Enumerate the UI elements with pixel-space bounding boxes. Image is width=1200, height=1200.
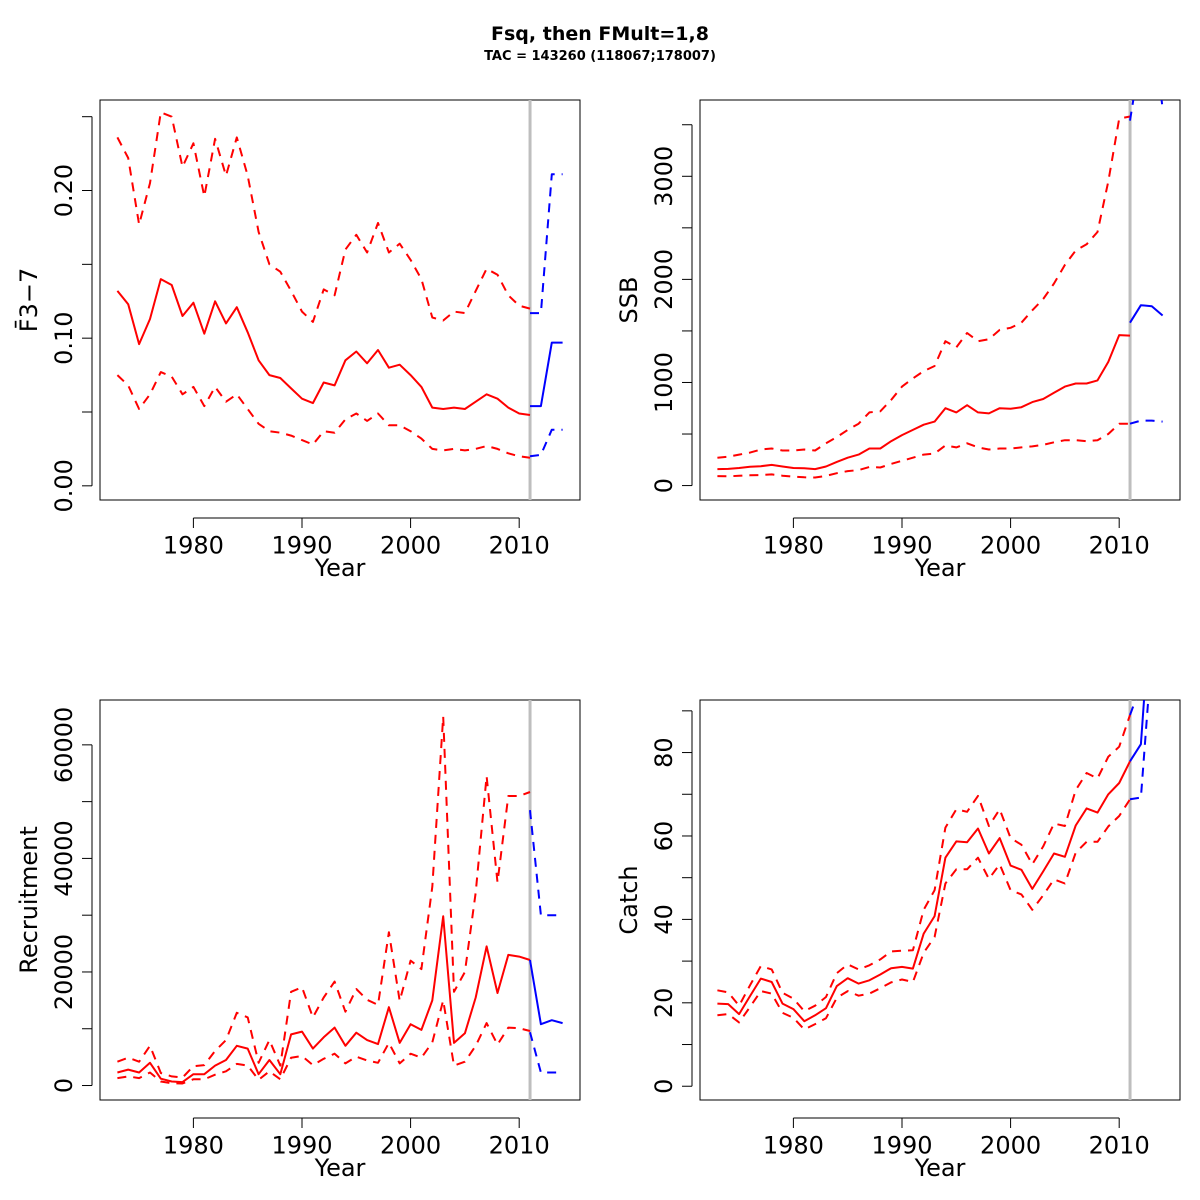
catch-panel: 1980 1990 2000 2010 0 20 40 60 80 Year Catch xyxy=(615,699,1181,1182)
catch-y-tick-label: 40 xyxy=(650,904,678,935)
catch-x-tick-label: 1980 xyxy=(763,1132,824,1160)
catch-x-tick-label: 2000 xyxy=(980,1132,1041,1160)
recruitment-y-tick-label: 40000 xyxy=(50,820,78,896)
f-bar-assessment-median-line xyxy=(116,278,531,416)
catch-x-tick-label: 1990 xyxy=(871,1132,932,1160)
ssb-y-axis-label: SSB xyxy=(615,277,643,324)
ssb-y-tick-label: 2000 xyxy=(650,249,678,310)
ssb-assessment-median-line xyxy=(717,334,1131,471)
f-bar-x-tick-label: 2000 xyxy=(380,532,441,560)
catch-projection-lower-line xyxy=(1129,700,1150,801)
catch-y-tick-label: 0 xyxy=(650,1079,678,1094)
f-bar-projection-upper-line xyxy=(530,173,563,315)
ssb-plot-frame xyxy=(699,99,1181,501)
f-bar-y-tick-label: 0.00 xyxy=(50,459,78,512)
recruitment-x-tick-label: 1980 xyxy=(163,1132,224,1160)
ssb-x-tick-label: 1990 xyxy=(871,532,932,560)
f-bar-x-tick-label: 2010 xyxy=(489,532,550,560)
catch-assessment-lower-line xyxy=(717,798,1131,1031)
recruitment-x-axis-label: Year xyxy=(314,1154,366,1182)
catch-x-axis-label: Year xyxy=(914,1154,966,1182)
recruitment-panel: 1980 1990 2000 2010 0 20000 40000 60000 Year Recr… xyxy=(15,699,581,1182)
f-bar-y-axis-label: F̄3−7 xyxy=(14,268,43,332)
recruitment-projection-upper-line xyxy=(529,809,563,917)
recruitment-y-tick-label: 0 xyxy=(50,1078,78,1093)
f-bar-plot-frame xyxy=(99,99,581,501)
f-bar-x-tick-label: 1980 xyxy=(163,532,224,560)
f-bar-projection-median-line xyxy=(530,341,563,408)
f-bar-projection-lower-line xyxy=(529,428,563,458)
ssb-x-axis-label: Year xyxy=(914,554,966,582)
ssb-y-tick-label: 0 xyxy=(650,478,678,493)
ssb-panel: 1980 1990 2000 2010 0 1000 2000 3000 Year SSB xyxy=(615,99,1181,582)
recruitment-x-tick-label: 2000 xyxy=(380,1132,441,1160)
figure-title: Fsq, then FMult=1,8 xyxy=(491,23,709,45)
catch-plot-frame xyxy=(699,699,1181,1101)
ssb-assessment-lower-line xyxy=(717,422,1130,479)
ssb-projection-upper-line xyxy=(1129,100,1164,121)
catch-y-tick-label: 20 xyxy=(650,988,678,1019)
catch-projection-median-line xyxy=(1129,700,1146,762)
recruitment-y-axis-label: Recruitment xyxy=(15,826,43,973)
catch-assessment-median-line xyxy=(717,760,1131,1023)
recruitment-assessment-lower-line xyxy=(117,999,531,1085)
figure-subtitle: TAC = 143260 (118067;178007) xyxy=(484,49,716,64)
f-bar-assessment-lower-line xyxy=(116,371,531,459)
ssb-assessment-upper-line xyxy=(717,115,1131,459)
ssb-projection-lower-line xyxy=(1129,419,1163,425)
f-bar-x-tick-label: 1990 xyxy=(271,532,332,560)
catch-y-tick-label: 80 xyxy=(650,737,678,768)
f-bar-assessment-upper-line xyxy=(116,111,531,323)
recruitment-assessment-upper-line xyxy=(117,715,531,1079)
ssb-x-tick-label: 2010 xyxy=(1089,532,1150,560)
recruitment-x-tick-label: 2010 xyxy=(489,1132,550,1160)
recruitment-projection-median-line xyxy=(529,959,563,1026)
recruitment-y-tick-label: 20000 xyxy=(50,934,78,1010)
recruitment-plot-frame xyxy=(99,699,581,1101)
f-bar-panel: 1980 1990 2000 2010 0.00 0.10 0.20 Year F̄3−7 xyxy=(14,99,581,582)
f-bar-y-tick-label: 0.20 xyxy=(50,164,78,217)
catch-y-axis-label: Catch xyxy=(615,865,643,934)
f-bar-x-axis-label: Year xyxy=(314,554,366,582)
ssb-y-tick-label: 3000 xyxy=(650,146,678,207)
recruitment-y-tick-label: 60000 xyxy=(50,707,78,783)
ssb-x-tick-label: 1980 xyxy=(763,532,824,560)
ssb-projection-median-line xyxy=(1129,304,1164,324)
catch-y-tick-label: 60 xyxy=(650,821,678,852)
catch-x-tick-label: 2010 xyxy=(1089,1132,1150,1160)
f-bar-y-tick-label: 0.10 xyxy=(50,311,78,364)
recruitment-x-tick-label: 1990 xyxy=(271,1132,332,1160)
ssb-x-tick-label: 2000 xyxy=(980,532,1041,560)
recruitment-projection-lower-line xyxy=(529,1031,563,1074)
recruitment-assessment-median-line xyxy=(117,915,531,1084)
ssb-y-tick-label: 1000 xyxy=(650,352,678,413)
catch-assessment-upper-line xyxy=(717,714,1131,1013)
